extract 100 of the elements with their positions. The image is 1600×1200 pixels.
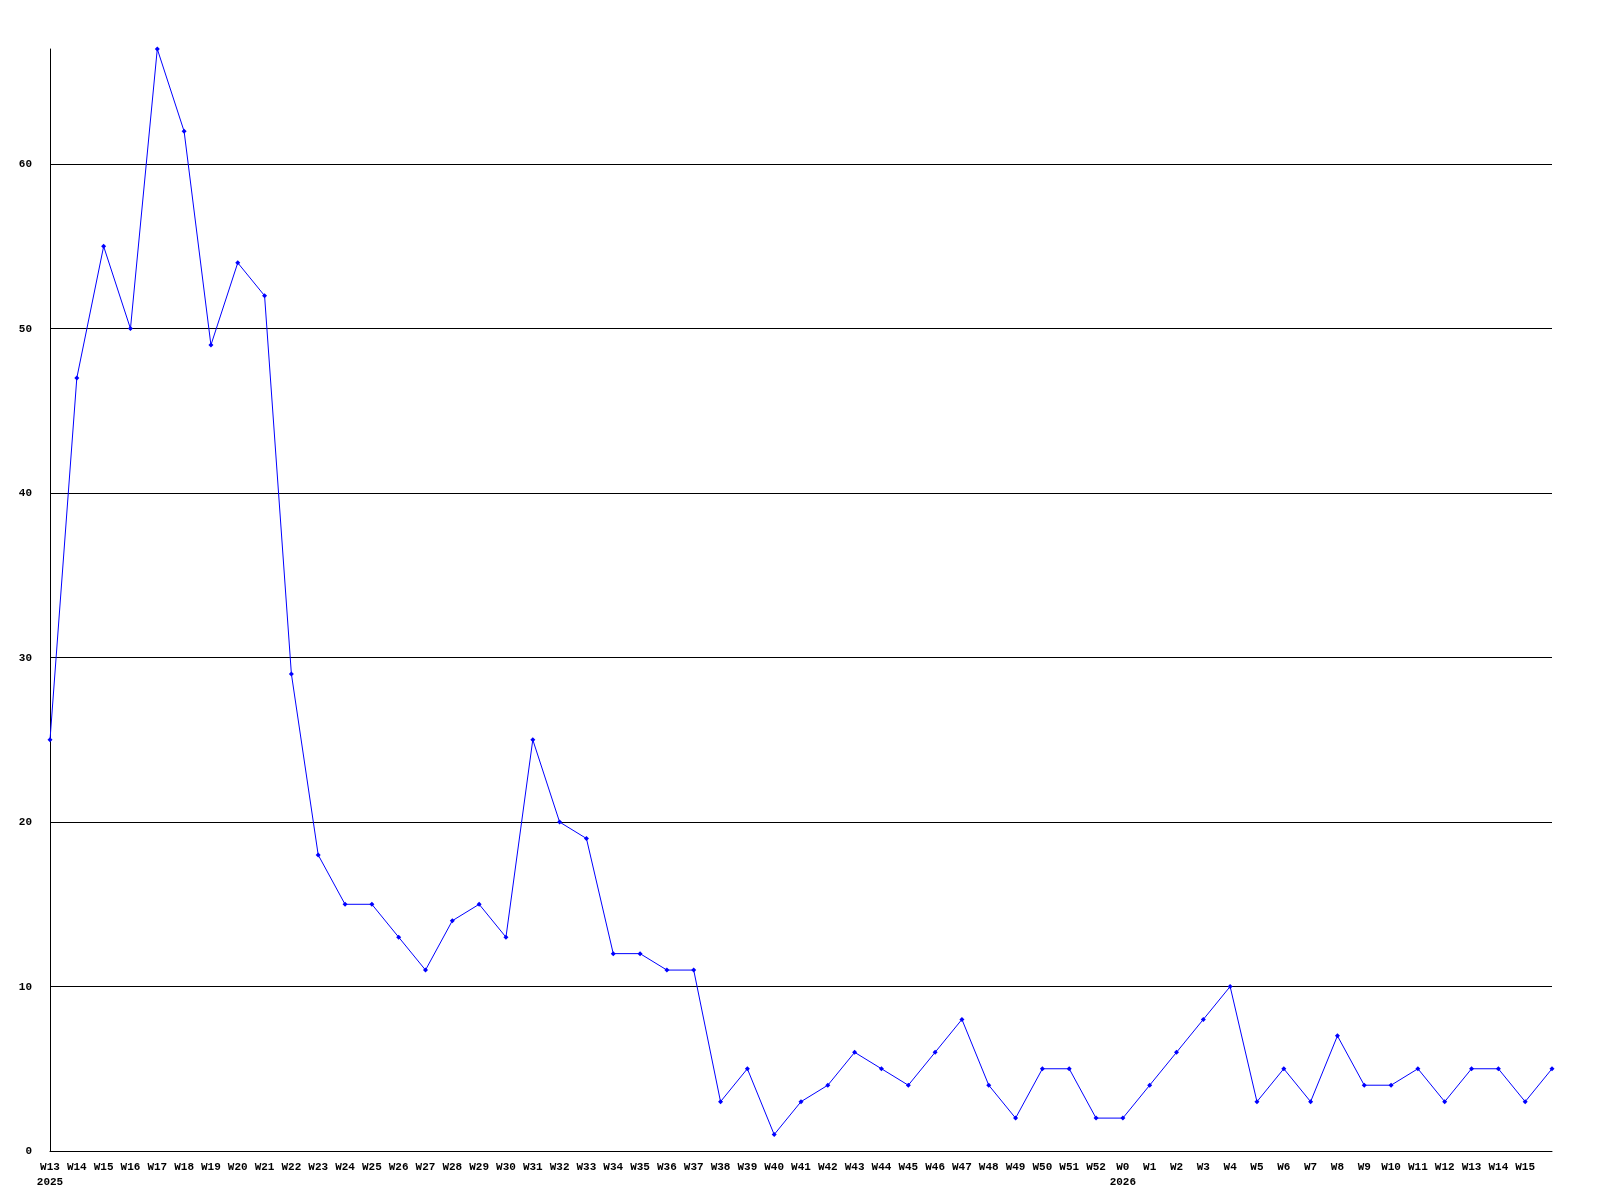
x-tick-label: W14 — [66, 1160, 88, 1173]
y-tick-label: 50 — [18, 322, 32, 335]
point — [1361, 1082, 1367, 1088]
point — [74, 375, 80, 381]
point — [1013, 1115, 1019, 1121]
x-tick-label: W20 — [227, 1160, 248, 1173]
x-tick-label: W23 — [308, 1160, 329, 1173]
point — [664, 967, 670, 973]
point — [396, 934, 402, 940]
point — [986, 1082, 992, 1088]
point — [718, 1099, 724, 1105]
x-tick-label: W24 — [335, 1160, 356, 1173]
point — [852, 1049, 858, 1055]
x-tick-label: W4 — [1223, 1160, 1238, 1173]
point — [127, 326, 133, 332]
point — [342, 901, 348, 907]
x-tick-label: W52 — [1086, 1160, 1106, 1173]
point — [503, 934, 509, 940]
point — [1066, 1066, 1072, 1072]
x-tick-label: W25 — [361, 1160, 383, 1173]
y-tick-label: 30 — [18, 651, 32, 664]
x-tick-label: W34 — [603, 1160, 624, 1173]
y-tick-label: 40 — [18, 487, 32, 500]
point — [154, 46, 160, 52]
x-tick-label: W18 — [174, 1160, 195, 1173]
point — [1281, 1066, 1287, 1072]
x-tick-label: W51 — [1059, 1160, 1080, 1173]
point — [1549, 1066, 1555, 1072]
x-tick-label: W38 — [710, 1160, 731, 1173]
x-tick-label: W30 — [496, 1160, 516, 1173]
point — [557, 819, 563, 825]
x-tick-label: W6 — [1277, 1160, 1291, 1173]
point — [262, 293, 268, 299]
x-tick-label: W21 — [254, 1160, 275, 1173]
x-tick-label: W32 — [549, 1160, 570, 1173]
y-tick-label: 10 — [18, 980, 32, 993]
x-tick-label: W46 — [925, 1160, 946, 1173]
x-tick-label: W16 — [120, 1160, 141, 1173]
point — [288, 671, 294, 677]
point — [771, 1132, 777, 1138]
x-tick-label: W43 — [844, 1160, 865, 1173]
point — [208, 342, 214, 348]
point — [1415, 1066, 1421, 1072]
point — [1308, 1099, 1314, 1105]
x-tick-label: W26 — [388, 1160, 409, 1173]
point — [691, 967, 697, 973]
x-tick-label: W13 2025 — [36, 1160, 64, 1188]
x-tick-label: W31 — [522, 1160, 544, 1173]
point — [878, 1066, 884, 1072]
point — [181, 128, 187, 134]
x-tick-label: W15 — [93, 1160, 114, 1173]
x-tick-label: W15 — [1515, 1160, 1536, 1173]
point — [476, 901, 482, 907]
point — [1120, 1115, 1126, 1121]
point — [1200, 1016, 1206, 1022]
point — [798, 1099, 804, 1105]
point — [932, 1049, 938, 1055]
point — [1469, 1066, 1475, 1072]
x-tick-label: W13 — [1461, 1160, 1482, 1173]
point — [1522, 1099, 1528, 1105]
x-tick-label: W7 — [1304, 1160, 1318, 1173]
x-tick-label: W27 — [415, 1160, 436, 1173]
x-tick-label: W50 — [1032, 1160, 1053, 1173]
x-tick-label: W47 — [952, 1160, 972, 1173]
x-tick-label: W28 — [442, 1160, 463, 1173]
x-tick-label: W39 — [737, 1160, 758, 1173]
point — [637, 951, 643, 957]
point — [1227, 984, 1233, 990]
point — [1174, 1049, 1179, 1055]
x-tick-label: W14 — [1488, 1160, 1509, 1173]
x-tick-label: W10 — [1381, 1160, 1401, 1173]
x-tick-label: W0 2026 — [1109, 1160, 1137, 1188]
point — [1495, 1066, 1501, 1072]
y-tick-label: 60 — [18, 158, 32, 171]
x-tick-label: W37 — [683, 1160, 704, 1173]
point — [369, 901, 375, 907]
point — [1093, 1115, 1099, 1121]
y-tick-label: 20 — [18, 816, 32, 829]
point — [1147, 1082, 1153, 1088]
point — [1334, 1033, 1340, 1039]
point — [530, 737, 536, 743]
x-tick-label: W29 — [469, 1160, 490, 1173]
x-tick-label: W44 — [871, 1160, 892, 1173]
y-tick-label: 0 — [25, 1145, 32, 1157]
point — [235, 260, 241, 266]
x-tick-label: W41 — [791, 1160, 812, 1173]
point — [959, 1016, 965, 1022]
point — [449, 918, 455, 924]
x-tick-label: W36 — [656, 1160, 677, 1173]
x-tick-label: W12 — [1434, 1160, 1455, 1173]
x-tick-label: W35 — [630, 1160, 651, 1173]
x-tick-label: W22 — [281, 1160, 302, 1173]
x-tick-label: W40 — [764, 1160, 785, 1173]
x-tick-label: W5 — [1250, 1160, 1264, 1173]
x-tick-label: W3 — [1196, 1160, 1211, 1173]
x-tick-label: W19 — [201, 1160, 221, 1173]
point — [825, 1082, 831, 1088]
point — [1388, 1082, 1394, 1088]
x-tick-label: W17 — [147, 1160, 168, 1173]
x-tick-label: W1 — [1143, 1160, 1157, 1173]
